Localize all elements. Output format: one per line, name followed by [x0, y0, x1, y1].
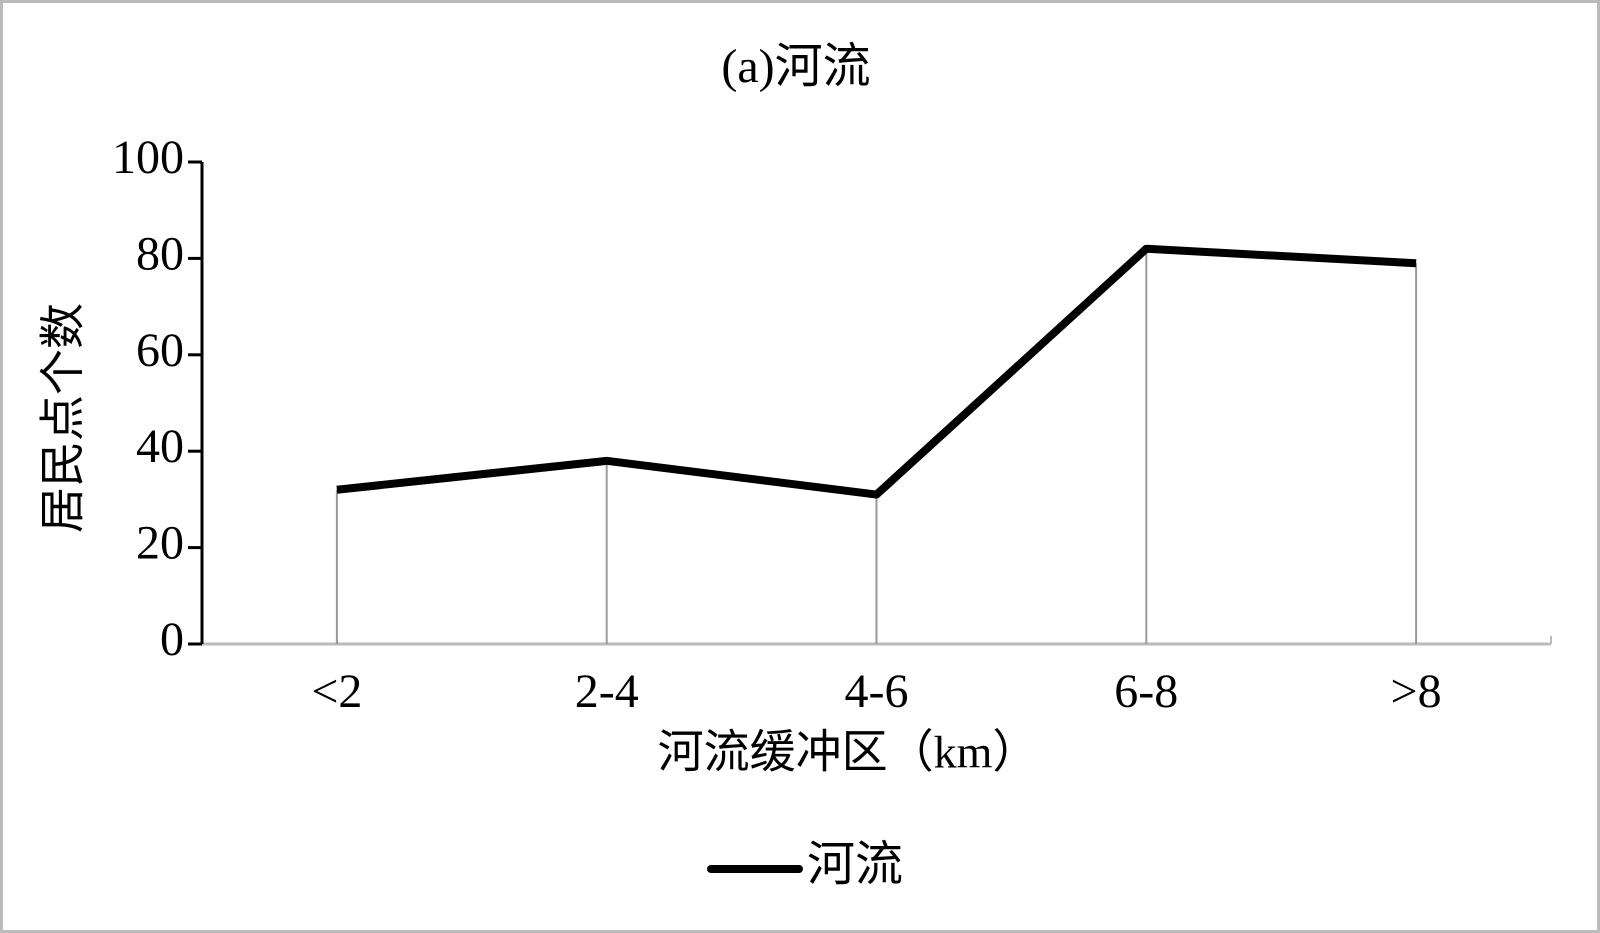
y-tick-label: 80 — [136, 227, 184, 280]
legend-label: 河流 — [807, 838, 903, 891]
series-line — [336, 244, 1417, 499]
x-tick-label: 6-8 — [1114, 665, 1178, 718]
x-tick-label: <2 — [311, 665, 362, 718]
x-tick-label: 4-6 — [845, 665, 909, 718]
x-axis-title: 河流缓冲区（km） — [658, 727, 1039, 778]
y-tick-label: 40 — [136, 420, 184, 473]
y-tick-label: 0 — [160, 613, 184, 666]
y-tick-label: 60 — [136, 324, 184, 377]
x-tick-label: >8 — [1391, 665, 1442, 718]
y-axis-title: 居民点个数 — [38, 303, 89, 533]
y-tick-label: 100 — [112, 131, 184, 184]
x-tick-label: 2-4 — [575, 665, 639, 718]
y-tick-label: 20 — [136, 517, 184, 570]
chart-title: (a)河流 — [721, 40, 870, 93]
